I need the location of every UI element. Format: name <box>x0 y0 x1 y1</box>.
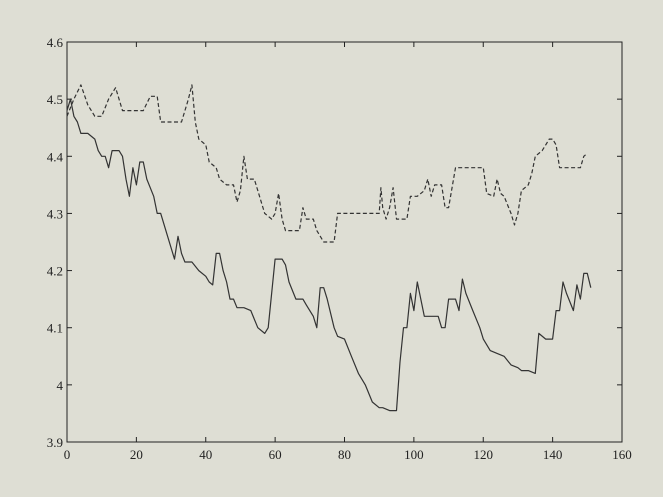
x-tick-label: 0 <box>64 447 71 462</box>
x-tick-label: 120 <box>474 447 494 462</box>
y-axis: 3.9 4 4.1 4.2 4.3 4.4 4.5 4.6 <box>47 35 622 450</box>
x-tick-label: 80 <box>338 447 351 462</box>
x-tick-label: 60 <box>269 447 282 462</box>
y-tick-label: 4.3 <box>47 206 63 221</box>
y-tick-label: 3.9 <box>47 435 63 450</box>
x-tick-label: 40 <box>199 447 212 462</box>
series-layer <box>66 84 592 412</box>
x-tick-label: 20 <box>130 447 143 462</box>
x-axis: 0 20 40 60 80 100 120 140 160 <box>64 42 632 462</box>
plot-area-frame <box>66 41 623 443</box>
series-line-dashed <box>66 84 588 243</box>
y-tick-label: 4.4 <box>47 149 64 164</box>
series-line-solid <box>66 98 592 412</box>
y-tick-label: 4.1 <box>47 321 63 336</box>
y-tick-label: 4.2 <box>47 264 63 279</box>
y-tick-label: 4.6 <box>47 35 64 50</box>
y-tick-label: 4 <box>57 378 64 393</box>
x-tick-label: 140 <box>543 447 563 462</box>
y-tick-label: 4.5 <box>47 92 63 107</box>
x-tick-label: 160 <box>612 447 632 462</box>
x-tick-label: 100 <box>404 447 424 462</box>
